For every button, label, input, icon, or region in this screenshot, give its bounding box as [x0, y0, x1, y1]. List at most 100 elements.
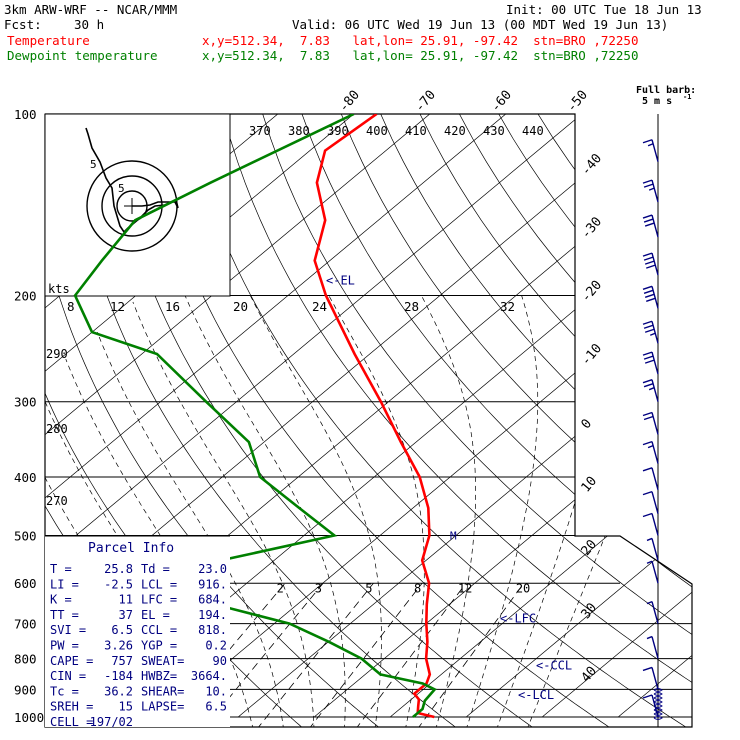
hodograph-scale-label: 32 — [500, 299, 515, 314]
header: 3km ARW-WRF -- NCAR/MMM Init: 00 UTC Tue… — [0, 0, 740, 70]
parcel-label: EL = — [141, 608, 170, 622]
parcel-value: 194. — [198, 608, 227, 622]
dry-adiabat — [695, 114, 740, 730]
wind-barb-flag — [642, 490, 653, 496]
hodograph-box — [44, 113, 231, 297]
dry-adiabat — [262, 114, 692, 727]
wind-barb-flag — [644, 222, 655, 227]
isotherm-line — [389, 114, 692, 718]
barb-legend-unit: 5 m s — [642, 96, 672, 107]
moist-adiabat — [132, 301, 315, 727]
theta-label: 420 — [444, 124, 466, 138]
wind-barb-flag — [646, 600, 653, 605]
mixing-ratio-line — [307, 582, 423, 727]
hodograph-units: kts — [48, 282, 70, 296]
parcel-value: -184 — [104, 669, 133, 683]
parcel-label: LFC = — [141, 593, 177, 607]
wind-barb — [651, 379, 659, 402]
pressure-label: 400 — [14, 470, 37, 485]
theta-side-label: 290 — [46, 347, 68, 361]
lcl-marker: <-LCL — [518, 688, 554, 702]
parcel-label: CCL = — [141, 623, 177, 637]
wind-barb — [651, 412, 659, 435]
moist-adiabat — [184, 295, 346, 727]
dry-adiabat — [577, 114, 692, 727]
mixing-ratio-label: 12 — [458, 581, 472, 595]
wind-barb-flag — [648, 387, 655, 391]
pressure-label: 700 — [14, 617, 37, 632]
isotherm-line — [237, 114, 692, 718]
moist-adiabat — [65, 358, 254, 727]
wind-barb-flag — [644, 260, 655, 265]
isotherm-label: -80 — [336, 88, 363, 116]
moist-adiabat — [249, 295, 382, 727]
mixing-ratio-label: 5 — [365, 581, 372, 595]
wind-barb-flag — [642, 320, 653, 325]
wind-barb-flag — [642, 179, 653, 184]
wind-barb — [651, 694, 659, 718]
wind-barb-flag — [646, 264, 656, 269]
isotherm-label: 10 — [579, 474, 601, 496]
pressure-label: 1000 — [14, 710, 44, 725]
wind-barb-flag — [644, 293, 655, 298]
parcel-label: T = — [50, 562, 72, 576]
mixing-ratio-line — [256, 582, 374, 727]
parcel-value: 757 — [111, 654, 133, 668]
wind-barb-flag — [642, 214, 653, 219]
wind-barb-flag — [646, 537, 653, 542]
temperature-legend: Temperature — [7, 33, 90, 48]
parcel-info-panel: Parcel Info T = 25.8 Td = 23.0 LI = -2.5 LCL = 9… — [45, 535, 230, 729]
theta-label: 440 — [522, 124, 544, 138]
wind-barb — [651, 538, 659, 561]
mixing-ratio-label: 20 — [516, 581, 530, 595]
theta-label: 390 — [327, 124, 349, 138]
wind-barbs: Full barb:5 m s -1 — [636, 85, 696, 727]
parcel-label: Td = — [141, 562, 170, 576]
moist-adiabat — [421, 295, 477, 727]
parcel-label: TT = — [50, 608, 79, 622]
dry-adiabat — [537, 114, 692, 727]
dry-adiabat — [301, 114, 692, 727]
wind-barb-flag — [643, 324, 654, 329]
wind-barb-flag — [643, 355, 654, 360]
wind-barb-flag — [642, 139, 653, 144]
wind-barb-flag — [643, 383, 654, 388]
valid-time: Valid: 06 UTC Wed 19 Jun 13 (00 MDT Wed … — [292, 17, 669, 32]
wind-barb — [651, 214, 659, 238]
parcel-label: SHEAR= — [141, 684, 184, 698]
level-markers: <-EL <-LFC <-CCL <-LCL M — [326, 274, 572, 702]
hodograph-scale-label: 24 — [312, 299, 327, 314]
wind-barb-flag — [643, 415, 654, 421]
wind-barb — [651, 286, 659, 309]
theta-label: 410 — [405, 124, 427, 138]
parcel-label: LI = — [50, 577, 79, 591]
wind-barb — [651, 513, 659, 536]
theta-side-label: 280 — [46, 422, 68, 436]
mixing-ratio-label: 3 — [315, 581, 322, 595]
parcel-label: CELL = — [50, 715, 93, 729]
parcel-label: PW = — [50, 639, 79, 653]
wind-barb — [651, 139, 659, 162]
isotherm-line — [465, 114, 692, 718]
hodograph-scale-label: 12 — [110, 299, 125, 314]
wind-barb — [651, 441, 659, 464]
wind-barb-flag — [642, 666, 653, 672]
wind-barb-flag — [649, 332, 656, 336]
isotherm-label: -60 — [488, 88, 515, 116]
parcel-value: 90 — [213, 654, 227, 668]
parcel-value: 3.26 — [104, 639, 133, 653]
dry-adiabat — [104, 114, 537, 727]
wind-barb — [651, 467, 659, 491]
moist-adiabat — [96, 331, 284, 727]
hodograph-scale-label: 8 — [67, 299, 75, 314]
wind-barb-flag — [646, 635, 653, 640]
wind-barb-flag — [644, 328, 655, 333]
isotherm-line — [541, 114, 692, 718]
wind-barb-surface — [653, 692, 663, 696]
dry-adiabat — [183, 114, 691, 727]
theta-label: 370 — [249, 124, 271, 138]
forecast-hour: 30 h — [74, 17, 105, 32]
wind-barb-surface — [653, 688, 663, 692]
hodograph-scale-label: 28 — [404, 299, 419, 314]
